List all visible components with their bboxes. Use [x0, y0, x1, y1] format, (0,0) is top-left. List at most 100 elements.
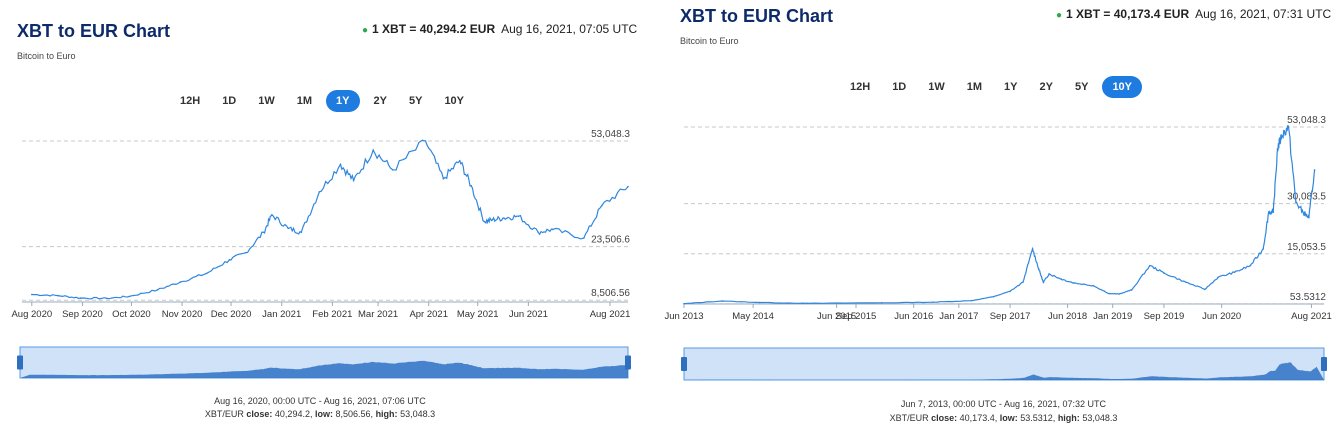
price-point — [1042, 281, 1045, 284]
quote-rate: 1 XBT = 40,173.4 EUR — [1066, 7, 1190, 21]
price-point — [758, 301, 761, 304]
range-button-1w[interactable]: 1W — [920, 76, 953, 98]
price-point — [517, 215, 520, 218]
x-tick-label: Mar 2021 — [358, 309, 398, 320]
x-tick-label: Aug 2021 — [1291, 311, 1332, 322]
price-point — [1037, 268, 1040, 270]
footer-pair: XBT/EUR — [204, 409, 244, 419]
x-tick-label: Oct 2020 — [112, 309, 151, 320]
price-point — [262, 231, 265, 234]
range-button-1d[interactable]: 1D — [214, 90, 244, 112]
x-tick-label: Nov 2020 — [162, 309, 203, 320]
range-button-1y[interactable]: 1Y — [996, 76, 1025, 98]
range-button-1m[interactable]: 1M — [959, 76, 990, 98]
price-point — [1233, 271, 1236, 274]
range-button-5y[interactable]: 5Y — [1067, 76, 1096, 98]
price-line — [31, 139, 629, 300]
chart-subtitle: Bitcoin to Euro — [680, 36, 739, 46]
price-point — [57, 294, 59, 297]
navigator-series — [20, 360, 628, 378]
range-button-1m[interactable]: 1M — [289, 90, 320, 112]
range-button-1w[interactable]: 1W — [250, 90, 283, 112]
x-tick-label: Jun 2020 — [1202, 311, 1241, 322]
range-button-1y[interactable]: 1Y — [326, 90, 360, 112]
price-point — [424, 140, 427, 142]
price-point — [601, 204, 603, 207]
price-point — [458, 160, 461, 162]
price-point — [228, 259, 231, 261]
footer-range: Aug 16, 2020, 00:00 UTC - Aug 16, 2021, … — [214, 396, 426, 406]
price-point — [179, 281, 182, 283]
price-point — [1302, 211, 1304, 214]
footer-pair: XBT/EUR — [889, 413, 929, 423]
price-point — [552, 228, 554, 231]
navigator-handle-left[interactable] — [17, 355, 23, 370]
range-button-2y[interactable]: 2Y — [1032, 76, 1061, 98]
price-line — [683, 124, 1316, 305]
x-tick-label: Jun 2015 — [817, 311, 856, 322]
price-point — [391, 168, 394, 171]
range-button-12h[interactable]: 12H — [842, 76, 878, 98]
chart-panel-1y: XBT to EUR Chart Bitcoin to Euro ● 1 XBT … — [0, 0, 640, 441]
x-tick-label: May 2014 — [732, 311, 774, 322]
price-point — [721, 300, 723, 302]
range-selector: 12H 1D 1W 1M 1Y 2Y 5Y 10Y — [842, 76, 1143, 98]
price-point — [627, 185, 629, 188]
chart-title: XBT to EUR Chart — [680, 6, 833, 26]
navigator-handle-right[interactable] — [625, 355, 631, 370]
range-button-10y[interactable]: 10Y — [1102, 76, 1143, 98]
price-point — [156, 289, 159, 291]
x-tick-label: Aug 2020 — [11, 309, 52, 320]
range-button-5y[interactable]: 5Y — [401, 90, 430, 112]
live-quote: ● 1 XBT = 40,294.2 EUR Aug 16, 2021, 07:05… — [362, 22, 637, 36]
price-point — [932, 301, 934, 303]
navigator-series — [684, 362, 1324, 380]
y-tick-label: 30,083.5 — [1287, 192, 1326, 203]
y-tick-label: 53,048.3 — [1287, 115, 1326, 126]
price-point — [1262, 248, 1264, 250]
x-tick-label: May 2021 — [457, 309, 499, 320]
price-point — [1118, 293, 1121, 295]
price-point — [1092, 284, 1095, 287]
price-point — [271, 213, 273, 216]
price-point — [1009, 290, 1011, 293]
price-point — [205, 272, 208, 275]
live-status-dot-icon: ● — [1056, 10, 1063, 21]
range-button-10y[interactable]: 10Y — [436, 90, 472, 112]
price-point — [352, 179, 355, 182]
price-point — [31, 293, 33, 296]
range-button-12h[interactable]: 12H — [172, 90, 208, 112]
price-point — [806, 302, 809, 305]
price-point — [470, 185, 472, 187]
range-button-1d[interactable]: 1D — [884, 76, 914, 98]
footer-low-value: 53.5312 — [1020, 413, 1053, 423]
x-tick-label: Apr 2021 — [409, 309, 448, 320]
price-point — [1272, 211, 1275, 214]
price-point — [244, 251, 247, 254]
footer-high-value: 53,048.3 — [1082, 413, 1118, 423]
price-point — [1149, 264, 1151, 267]
price-point — [1060, 278, 1062, 280]
footer-range: Jun 7, 2013, 00:00 UTC - Aug 16, 2021, 0… — [900, 399, 1107, 409]
y-tick-label: 15,053.5 — [1287, 242, 1326, 253]
price-point — [1130, 289, 1133, 291]
price-point — [483, 220, 486, 223]
price-point — [683, 302, 685, 305]
price-point — [1073, 282, 1075, 284]
price-point — [503, 217, 505, 219]
range-button-2y[interactable]: 2Y — [366, 90, 395, 112]
navigator-handle-left[interactable] — [681, 357, 687, 371]
navigator-handle-right[interactable] — [1321, 357, 1327, 371]
chart-panel-10y: XBT to EUR Chart Bitcoin to Euro ● 1 XBT … — [664, 0, 1335, 441]
x-tick-label: Jun 2021 — [509, 309, 548, 320]
price-point — [1022, 281, 1024, 284]
price-point — [880, 302, 883, 304]
navigator-window[interactable] — [683, 347, 1325, 381]
y-tick-label: 23,506.6 — [591, 235, 630, 246]
footer-close-value: 40,173.4 — [959, 413, 995, 423]
price-point — [1276, 148, 1279, 150]
price-point — [1313, 169, 1316, 171]
price-point — [583, 237, 585, 239]
x-tick-label: Jun 2018 — [1048, 311, 1087, 322]
price-chart-1y: 53,048.3 23,506.6 8,506.56 Aug 2020 Sep 2020… — [11, 129, 631, 379]
